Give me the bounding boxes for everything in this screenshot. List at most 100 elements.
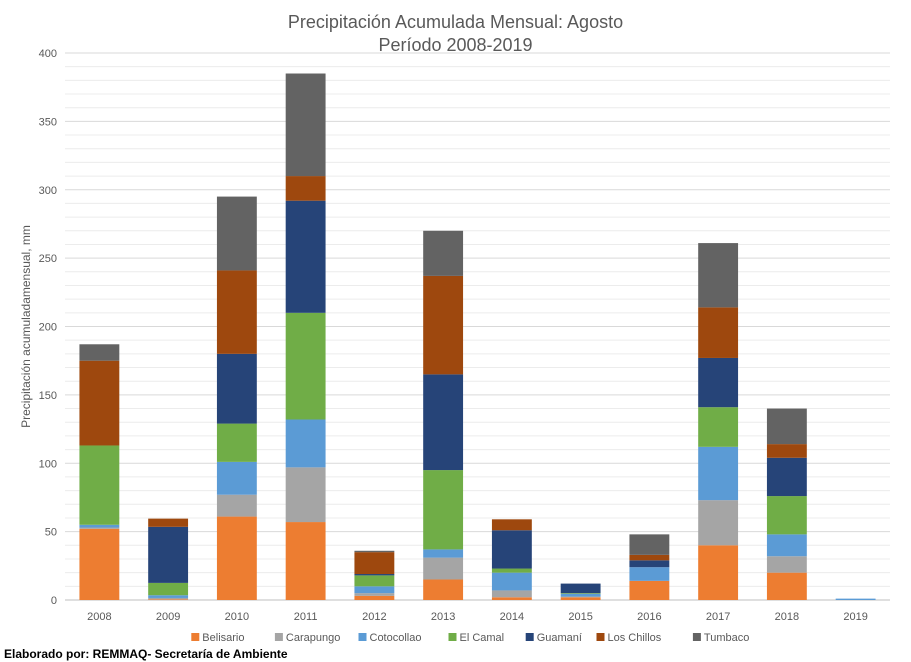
y-tick-label: 350 bbox=[39, 116, 57, 128]
bar-2016-cotocollao bbox=[629, 567, 670, 581]
legend-swatch bbox=[525, 633, 534, 641]
x-tick-label: 2008 bbox=[87, 611, 111, 623]
bar-2014-belisario bbox=[491, 597, 532, 600]
bar-2010-el-camal bbox=[216, 423, 257, 462]
x-tick-label: 2015 bbox=[568, 611, 592, 623]
bar-2011-carapungo bbox=[285, 467, 326, 523]
bar-2011-guamaní bbox=[285, 200, 326, 313]
y-tick-label: 250 bbox=[39, 253, 57, 265]
bar-2008-belisario bbox=[79, 528, 120, 600]
y-tick-label: 50 bbox=[45, 527, 57, 539]
bar-2016-los-chillos bbox=[629, 554, 670, 561]
x-tick-label: 2019 bbox=[843, 611, 867, 623]
bar-2010-guamaní bbox=[216, 353, 257, 424]
bar-2008-el-camal bbox=[79, 445, 120, 525]
x-tick-label: 2010 bbox=[225, 611, 249, 623]
legend-swatch bbox=[274, 633, 283, 641]
bar-2012-tumbaco bbox=[354, 550, 395, 553]
x-tick-label: 2016 bbox=[637, 611, 661, 623]
bar-2011-belisario bbox=[285, 522, 326, 600]
bar-2010-carapungo bbox=[216, 494, 257, 517]
bar-2008-carapungo bbox=[79, 527, 120, 529]
bar-2011-cotocollao bbox=[285, 419, 326, 468]
x-tick-label: 2013 bbox=[431, 611, 455, 623]
bar-2015-guamaní bbox=[560, 583, 601, 594]
bar-2010-los-chillos bbox=[216, 270, 257, 354]
bar-2013-belisario bbox=[423, 579, 464, 600]
bar-2013-el-camal bbox=[423, 470, 464, 550]
bar-2018-el-camal bbox=[766, 496, 807, 535]
bar-2009-carapungo bbox=[148, 597, 189, 600]
x-tick-label: 2009 bbox=[156, 611, 180, 623]
bar-2015-cotocollao bbox=[560, 593, 601, 597]
legend-entry: Guamaní bbox=[537, 632, 582, 644]
legend-swatch bbox=[358, 633, 367, 641]
bar-2008-cotocollao bbox=[79, 524, 120, 528]
legend-entry: Tumbaco bbox=[704, 632, 749, 644]
bar-2017-guamaní bbox=[698, 357, 739, 408]
bar-2019-cotocollao bbox=[835, 598, 876, 600]
bar-2012-carapungo bbox=[354, 593, 395, 596]
bar-2014-los-chillos bbox=[491, 519, 532, 531]
y-tick-label: 0 bbox=[51, 595, 57, 607]
bar-2018-guamaní bbox=[766, 457, 807, 497]
bar-2009-guamaní bbox=[148, 526, 189, 583]
bar-2015-el-camal bbox=[560, 593, 601, 594]
chart-subtitle: Período 2008-2019 bbox=[378, 35, 533, 55]
legend-entry: Cotocollao bbox=[370, 632, 422, 644]
x-tick-label: 2017 bbox=[706, 611, 730, 623]
bar-2018-belisario bbox=[766, 572, 807, 600]
footer-credit: Elaborado por: REMMAQ- Secretaría de Amb… bbox=[4, 647, 288, 661]
legend-entry: El Camal bbox=[460, 632, 505, 644]
legend-entry: Carapungo bbox=[286, 632, 340, 644]
bar-2010-cotocollao bbox=[216, 461, 257, 495]
legend-entry: Los Chillos bbox=[608, 632, 662, 644]
bar-2010-belisario bbox=[216, 516, 257, 600]
x-tick-label: 2014 bbox=[500, 611, 524, 623]
bar-2008-los-chillos bbox=[79, 360, 120, 446]
bar-2018-cotocollao bbox=[766, 534, 807, 557]
bar-2011-los-chillos bbox=[285, 176, 326, 201]
bar-2018-tumbaco bbox=[766, 408, 807, 445]
bar-2013-tumbaco bbox=[423, 230, 464, 276]
bar-2011-el-camal bbox=[285, 312, 326, 420]
y-tick-label: 400 bbox=[39, 48, 57, 60]
x-tick-label: 2018 bbox=[775, 611, 799, 623]
bar-2015-belisario bbox=[560, 597, 601, 600]
y-axis-label: Precipitación acumuladamensual, mm bbox=[19, 225, 33, 428]
bar-2012-los-chillos bbox=[354, 552, 395, 575]
bar-2012-guamaní bbox=[354, 574, 395, 576]
bar-2016-guamaní bbox=[629, 560, 670, 568]
bar-2017-los-chillos bbox=[698, 307, 739, 358]
bar-2008-tumbaco bbox=[79, 344, 120, 361]
bar-2013-los-chillos bbox=[423, 275, 464, 375]
bar-2018-carapungo bbox=[766, 556, 807, 573]
y-tick-label: 100 bbox=[39, 458, 57, 470]
legend-swatch bbox=[448, 633, 457, 641]
bar-2018-los-chillos bbox=[766, 444, 807, 458]
bar-2017-cotocollao bbox=[698, 446, 739, 501]
x-tick-label: 2012 bbox=[362, 611, 386, 623]
bar-2009-belisario bbox=[148, 599, 189, 600]
y-tick-label: 150 bbox=[39, 390, 57, 402]
bar-2017-el-camal bbox=[698, 407, 739, 447]
bar-2014-guamaní bbox=[491, 530, 532, 569]
bar-2014-el-camal bbox=[491, 568, 532, 573]
bar-2013-cotocollao bbox=[423, 549, 464, 558]
bar-2017-tumbaco bbox=[698, 243, 739, 308]
bar-2012-cotocollao bbox=[354, 586, 395, 594]
bar-2014-cotocollao bbox=[491, 572, 532, 591]
bar-2012-el-camal bbox=[354, 575, 395, 587]
bar-2015-carapungo bbox=[560, 596, 601, 598]
bar-2017-belisario bbox=[698, 545, 739, 600]
bar-2014-carapungo bbox=[491, 590, 532, 598]
bar-2016-belisario bbox=[629, 580, 670, 600]
legend-swatch bbox=[191, 633, 200, 641]
y-tick-label: 300 bbox=[39, 185, 57, 197]
bar-2009-el-camal bbox=[148, 582, 189, 596]
bar-2009-cotocollao bbox=[148, 595, 189, 598]
bar-2010-tumbaco bbox=[216, 196, 257, 271]
x-tick-label: 2011 bbox=[294, 611, 318, 623]
